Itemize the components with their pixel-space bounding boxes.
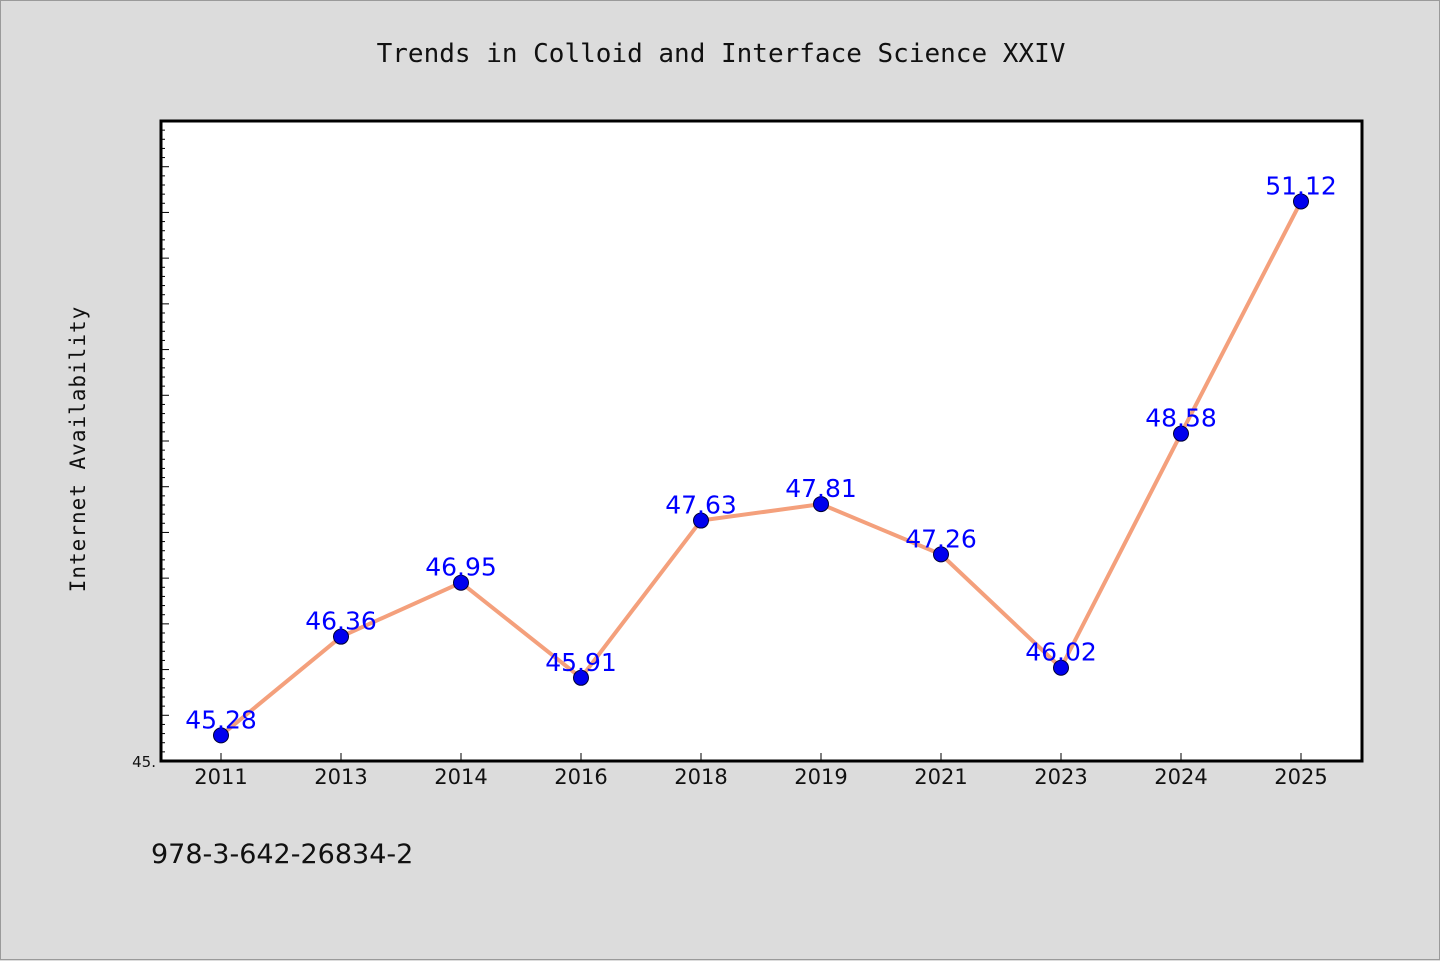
plot-area xyxy=(159,119,1364,763)
isbn-footer: 978-3-642-26834-2 xyxy=(151,839,413,870)
x-tick-label: 2023 xyxy=(1034,765,1087,789)
data-point-label: 48.58 xyxy=(1145,404,1217,433)
x-tick-label: 2025 xyxy=(1274,765,1327,789)
data-point-label: 47.26 xyxy=(905,524,977,553)
y-tick-label: 45. xyxy=(132,753,156,771)
x-tick-label: 2011 xyxy=(194,765,247,789)
data-point-label: 47.63 xyxy=(665,491,737,520)
x-tick-label: 2024 xyxy=(1154,765,1207,789)
data-point-marker xyxy=(333,628,349,645)
data-point-marker xyxy=(1293,193,1309,210)
y-axis-ticks xyxy=(161,120,169,762)
x-tick-label: 2014 xyxy=(434,765,487,789)
x-axis-ticks: 2011 2013 2014 2016 2018 2019 2021 2023 2024 2025 xyxy=(194,753,1328,789)
data-point-marker xyxy=(573,669,589,686)
chart-title: Trends in Colloid and Interface Science … xyxy=(377,39,1066,69)
data-point-label: 46.95 xyxy=(425,553,497,582)
data-point-marker xyxy=(1053,659,1069,676)
series-line-group xyxy=(219,200,1303,737)
data-point-marker xyxy=(213,727,229,744)
x-tick-label: 2018 xyxy=(674,765,727,789)
x-tick-label: 2016 xyxy=(554,765,607,789)
x-tick-label: 2019 xyxy=(794,765,847,789)
x-tick-label: 2013 xyxy=(314,765,367,789)
data-point-marker xyxy=(453,574,469,591)
data-point-marker xyxy=(693,512,709,529)
data-point-marker xyxy=(933,546,949,563)
series-line xyxy=(219,200,1303,737)
y-axis-label: Internet Availability xyxy=(66,306,90,593)
series-labels-group: 45.28 46.36 46.95 45.91 47.63 47.81 47.26 46.02… xyxy=(185,171,1337,734)
series-markers-group xyxy=(213,193,1309,744)
data-point-marker xyxy=(1173,425,1189,442)
data-point-label: 45.91 xyxy=(545,648,617,677)
data-point-label: 46.02 xyxy=(1025,638,1097,667)
data-point-label: 47.81 xyxy=(785,474,857,503)
x-tick-label: 2021 xyxy=(914,765,967,789)
data-point-label: 51.12 xyxy=(1265,171,1337,200)
data-point-marker xyxy=(813,496,829,513)
data-point-label: 46.36 xyxy=(305,607,377,636)
data-point-label: 45.28 xyxy=(185,705,257,734)
